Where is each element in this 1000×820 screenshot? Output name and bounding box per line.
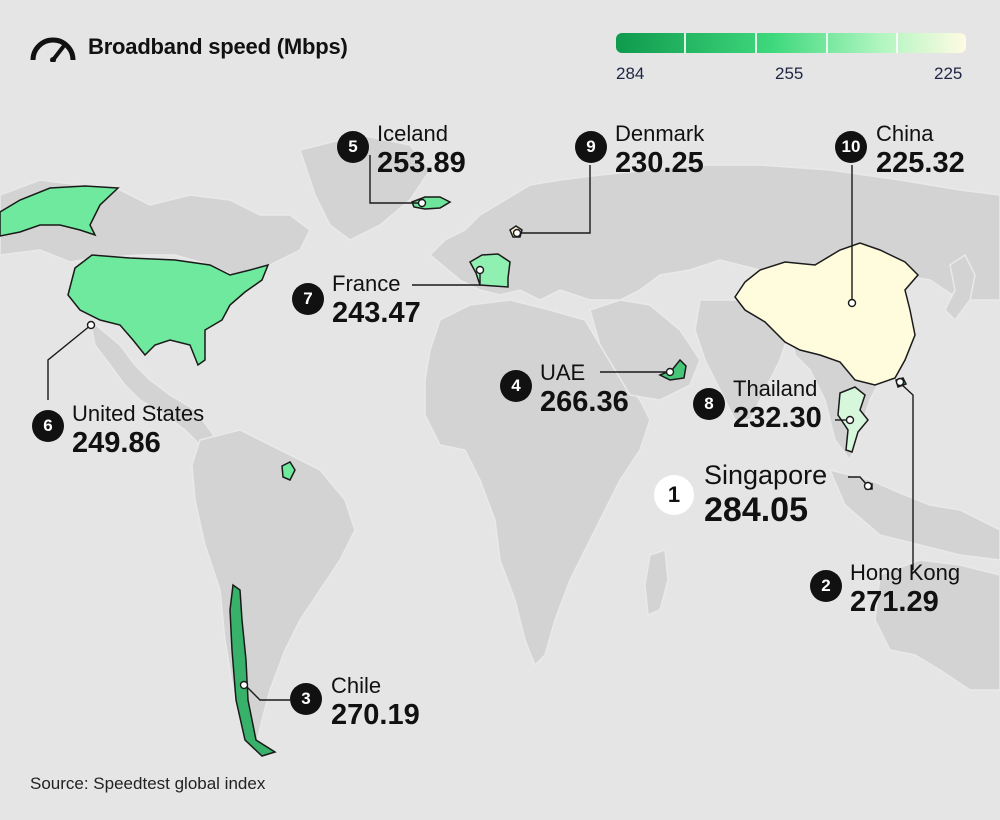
color-legend-bar	[616, 33, 966, 53]
country-name: Thailand	[733, 378, 822, 400]
country-name: Chile	[331, 675, 420, 697]
country-value: 249.86	[72, 429, 204, 458]
country-name: Singapore	[704, 462, 827, 489]
chart-title: Broadband speed (Mbps)	[88, 34, 348, 60]
country-value: 230.25	[615, 149, 704, 178]
label-iceland: Iceland 253.89	[377, 123, 466, 178]
source-note: Source: Speedtest global index	[30, 774, 265, 794]
rank-badge-thailand: 8	[693, 388, 725, 420]
rank-badge-united-states: 6	[32, 410, 64, 442]
speedometer-icon	[30, 34, 76, 62]
legend-label-low: 225	[934, 64, 962, 84]
country-name: United States	[72, 403, 204, 425]
label-united-states: United States 249.86	[72, 403, 204, 458]
rank-badge-iceland: 5	[337, 131, 369, 163]
label-thailand: Thailand 232.30	[733, 378, 822, 433]
rank-badge-china: 10	[835, 131, 867, 163]
country-name: UAE	[540, 362, 629, 384]
label-chile: Chile 270.19	[331, 675, 420, 730]
rank-badge-france: 7	[292, 283, 324, 315]
country-value: 243.47	[332, 299, 421, 328]
label-china: China 225.32	[876, 123, 965, 178]
country-value: 266.36	[540, 388, 629, 417]
country-value: 232.30	[733, 404, 822, 433]
country-value: 253.89	[377, 149, 466, 178]
country-value: 271.29	[850, 588, 960, 617]
label-uae: UAE 266.36	[540, 362, 629, 417]
rank-badge-singapore: 1	[654, 475, 694, 515]
country-value: 225.32	[876, 149, 965, 178]
rank-badge-chile: 3	[290, 683, 322, 715]
label-singapore: Singapore 284.05	[704, 462, 827, 527]
country-name: France	[332, 273, 421, 295]
country-value: 270.19	[331, 701, 420, 730]
country-name: Denmark	[615, 123, 704, 145]
rank-badge-uae: 4	[500, 370, 532, 402]
rank-badge-hong-kong: 2	[810, 570, 842, 602]
country-name: Iceland	[377, 123, 466, 145]
label-france: France 243.47	[332, 273, 421, 328]
rank-badge-denmark: 9	[575, 131, 607, 163]
country-name: Hong Kong	[850, 562, 960, 584]
country-name: China	[876, 123, 965, 145]
legend-label-high: 284	[616, 64, 644, 84]
legend-label-mid: 255	[775, 64, 803, 84]
label-hong-kong: Hong Kong 271.29	[850, 562, 960, 617]
country-value: 284.05	[704, 493, 827, 527]
label-denmark: Denmark 230.25	[615, 123, 704, 178]
